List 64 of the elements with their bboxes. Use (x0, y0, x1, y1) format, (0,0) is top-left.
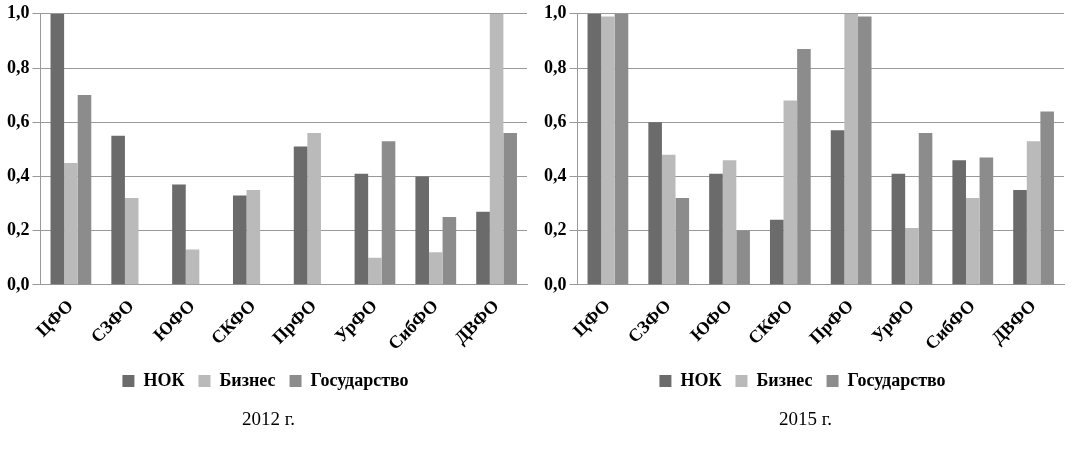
bar (1040, 111, 1054, 285)
bar (614, 13, 629, 285)
bar (185, 249, 200, 285)
bar (368, 257, 382, 285)
bar (709, 173, 723, 285)
bar (736, 230, 750, 285)
bar (979, 157, 994, 285)
y-tick-label: 0,2 (544, 219, 567, 240)
bar (246, 189, 261, 285)
bar (381, 141, 396, 285)
bar (111, 135, 125, 285)
bar (415, 176, 429, 285)
legend-label: НОК (143, 369, 185, 390)
bar (952, 160, 966, 285)
bar (905, 227, 919, 285)
bar (844, 13, 858, 285)
bar (587, 13, 602, 285)
bar (124, 198, 139, 285)
bar (769, 219, 784, 285)
y-tick-label: 1,0 (544, 2, 567, 23)
y-tick-label: 0,6 (7, 110, 30, 131)
bar (661, 154, 676, 285)
bar (722, 160, 737, 285)
y-tick-label: 0,4 (544, 165, 567, 186)
bar (64, 162, 78, 285)
y-tick-label: 0,2 (7, 219, 30, 240)
legend-label: Государство (310, 369, 409, 390)
bar (354, 173, 369, 285)
y-tick-label: 0,4 (7, 165, 30, 186)
y-tick-label: 0,0 (544, 273, 567, 294)
y-tick-label: 1,0 (7, 2, 30, 23)
bar (428, 252, 443, 285)
bar (965, 198, 980, 285)
bar (1026, 141, 1041, 285)
legend-label: Государство (847, 369, 946, 390)
bar (442, 217, 457, 285)
bar (601, 16, 615, 285)
bar (50, 13, 65, 285)
text: 2012 г. (240, 408, 297, 430)
bar (918, 133, 933, 285)
legend-label: НОК (680, 369, 722, 390)
bar (1013, 189, 1027, 285)
bar (293, 146, 308, 285)
y-tick-label: 0,6 (544, 110, 567, 131)
bar (797, 49, 811, 285)
bar (489, 13, 504, 285)
bar (476, 211, 490, 285)
bar (675, 198, 690, 285)
bar (648, 122, 662, 285)
bar (783, 100, 798, 285)
y-tick-label: 0,0 (7, 273, 30, 294)
legend-label: Бизнес (756, 369, 813, 390)
bar (307, 133, 321, 285)
text: 2015 г. (777, 408, 834, 430)
bar (857, 16, 872, 285)
legend-label: Бизнес (219, 369, 276, 390)
bar (503, 133, 517, 285)
y-tick-label: 0,8 (544, 56, 567, 77)
bar (830, 130, 845, 285)
y-tick-label: 0,8 (7, 56, 30, 77)
bar (172, 184, 186, 285)
bar (77, 95, 92, 285)
bar (891, 173, 906, 285)
bar (232, 195, 247, 285)
